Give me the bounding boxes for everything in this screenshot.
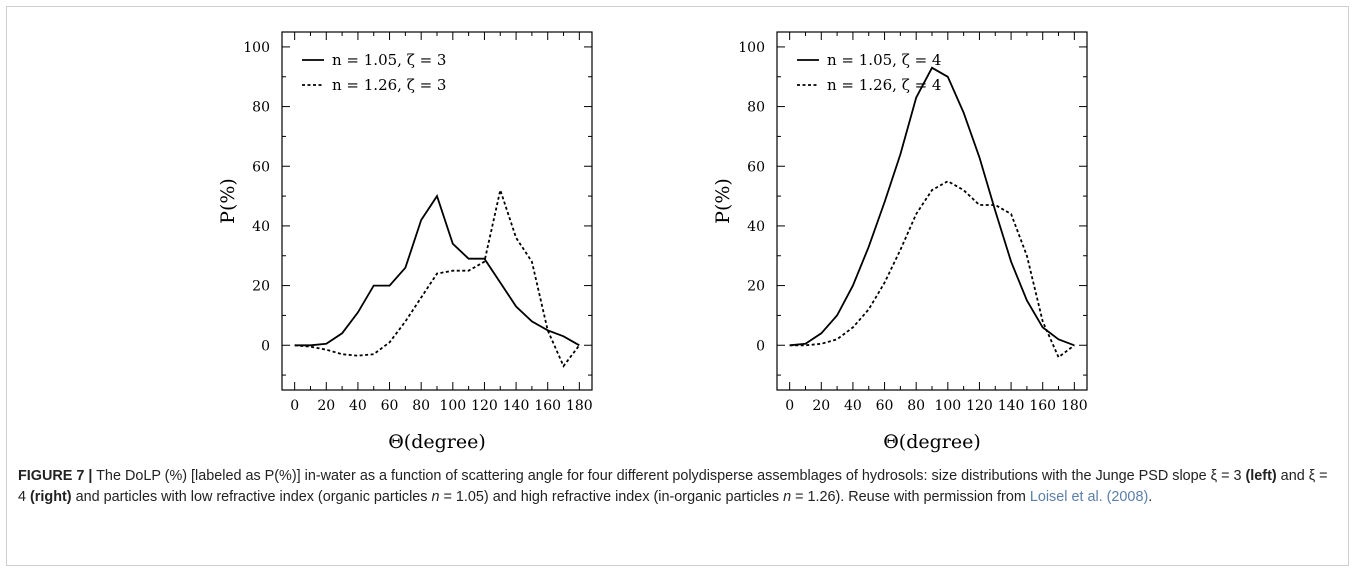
x-tick-label: 140 — [503, 398, 530, 414]
x-tick-label: 60 — [876, 398, 894, 414]
series-line-1 — [789, 66, 1075, 347]
x-tick-label: 0 — [785, 398, 794, 414]
y-tick-label: 0 — [756, 338, 765, 354]
caption-label: FIGURE 7 | — [18, 468, 93, 484]
caption-text-6: . — [1148, 489, 1153, 505]
y-tick-label: 20 — [252, 279, 270, 295]
series-line-1 — [294, 194, 580, 347]
caption-n-symbol-1: n — [431, 489, 440, 505]
caption-text-4: = 1.05) and high refractive index (in-or… — [439, 489, 784, 505]
caption-text-5: = 1.26). Reuse with permission from — [791, 489, 1030, 505]
x-axis-label: Θ(degree) — [388, 431, 486, 453]
x-tick-label: 160 — [1029, 398, 1056, 414]
y-tick-label: 60 — [252, 159, 270, 175]
x-tick-label: 20 — [317, 398, 335, 414]
citation-link[interactable]: Loisel et al. (2008) — [1029, 489, 1149, 505]
legend-label-2: n = 1.26, ζ = 4 — [827, 76, 941, 94]
x-tick-label: 40 — [349, 398, 367, 414]
caption-text-3: and particles with low refractive index … — [71, 489, 432, 505]
x-tick-label: 160 — [534, 398, 561, 414]
series-line-2 — [294, 186, 581, 368]
y-tick-label: 0 — [261, 338, 270, 354]
figure-frame — [6, 6, 1349, 566]
x-tick-label: 20 — [812, 398, 830, 414]
legend-label-1: n = 1.05, ζ = 3 — [332, 51, 446, 69]
x-tick-label: 100 — [439, 398, 466, 414]
caption-left-ref: (left) — [1245, 468, 1277, 484]
caption-text-2: and ξ = 4 — [18, 468, 1328, 505]
y-tick-label: 60 — [747, 159, 765, 175]
y-axis-label: P(%) — [217, 178, 239, 224]
y-tick-label: 40 — [252, 219, 270, 235]
x-tick-label: 140 — [998, 398, 1025, 414]
chart-left: 0 20 40 60 80 100 120 140 160 180 0 20 40 60 80 100 Θ(de… — [217, 31, 593, 453]
series-line-2 — [789, 180, 1075, 359]
x-tick-label: 120 — [966, 398, 993, 414]
x-tick-label: 100 — [934, 398, 961, 414]
y-tick-label: 20 — [747, 279, 765, 295]
x-tick-label: 60 — [381, 398, 399, 414]
legend-label-2: n = 1.26, ζ = 3 — [332, 76, 446, 94]
y-tick-label: 80 — [252, 100, 270, 116]
x-tick-label: 180 — [1061, 398, 1088, 414]
x-tick-label: 40 — [844, 398, 862, 414]
x-tick-label: 80 — [907, 398, 925, 414]
figure-caption: FIGURE 7 | The DoLP (%) [labeled as P(%)… — [18, 466, 1338, 508]
x-tick-label: 0 — [290, 398, 299, 414]
y-axis-label: P(%) — [712, 178, 734, 224]
legend-label-1: n = 1.05, ζ = 4 — [827, 51, 941, 69]
caption-right-ref: (right) — [30, 489, 72, 505]
caption-text-1: The DoLP (%) [labeled as P(%)] in-water … — [92, 468, 1246, 484]
x-axis-label: Θ(degree) — [883, 431, 981, 453]
x-tick-label: 120 — [471, 398, 498, 414]
x-tick-label: 80 — [412, 398, 430, 414]
y-tick-label: 80 — [747, 100, 765, 116]
x-tick-label: 180 — [566, 398, 593, 414]
y-tick-label: 40 — [747, 219, 765, 235]
y-tick-label: 100 — [243, 40, 270, 56]
caption-n-symbol-2: n — [783, 489, 792, 505]
y-tick-label: 100 — [738, 40, 765, 56]
chart-right: 0 20 40 60 80 100 120 140 160 180 0 20 40 60 80 100 Θ(de… — [712, 31, 1088, 453]
